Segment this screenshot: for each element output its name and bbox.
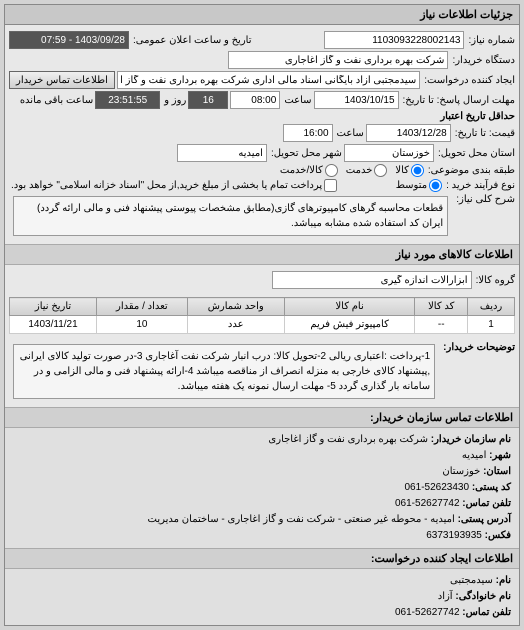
deadline-time-input[interactable]: [230, 91, 280, 109]
th-date: تاریخ نیاز: [10, 298, 97, 316]
remain-label: ساعت باقی مانده: [18, 95, 93, 106]
postal-label: کد پستی:: [472, 482, 511, 493]
detail-panel: جزئیات اطلاعات نیاز شماره نیاز: تاریخ و …: [4, 4, 520, 626]
need-type-label: نوع فرآیند خرید :: [444, 180, 515, 191]
address-val: امیدیه - محوطه غیر صنعتی - شرکت نفت و گا…: [148, 514, 455, 525]
state-val: خوزستان: [442, 466, 480, 477]
urgency-opt1: کالا: [395, 165, 409, 176]
lname-val: آزاد: [438, 591, 453, 602]
delivery-city-label: شهر محل تحویل:: [269, 148, 342, 159]
group-label: گروه کالا:: [474, 275, 515, 286]
urgency-opt3: کالا/خدمت: [280, 165, 323, 176]
remain-days-label: روز و: [162, 95, 186, 106]
fax-label: فکس:: [485, 530, 511, 541]
deadline-date-input[interactable]: [314, 91, 399, 109]
phone-label: تلفن تماس:: [462, 498, 511, 509]
price-time-input[interactable]: [283, 124, 333, 142]
td-row: 1: [468, 316, 515, 334]
desc-box: قطعات محاسبه گرهای کامپیوترهای گازی(مطاب…: [13, 196, 448, 236]
buyer-notes-box: 1-پرداخت :اعتباری ریالی 2-تحویل کالا: در…: [13, 344, 435, 399]
goods-table: ردیف کد کالا نام کالا واحد شمارش تعداد /…: [9, 297, 515, 334]
urgency-label: طبقه بندی موضوعی:: [426, 165, 515, 176]
public-date-input[interactable]: [9, 31, 129, 49]
th-unit: واحد شمارش: [187, 298, 284, 316]
state-label: استان:: [483, 466, 511, 477]
org-name-label: نام سازمان خریدار:: [431, 434, 511, 445]
price-date-input[interactable]: [366, 124, 451, 142]
goods-section-title: اطلاعات کالاهای مورد نیاز: [5, 244, 519, 265]
req-no-label: شماره نیاز:: [466, 35, 515, 46]
requester-label: ایجاد کننده درخواست:: [422, 75, 515, 86]
td-qty: 10: [97, 316, 188, 334]
requester-input[interactable]: [117, 71, 420, 89]
buyer-contact-button[interactable]: اطلاعات تماس خریدار: [9, 71, 115, 89]
buyer-notes-label: توضیحات خریدار:: [441, 342, 515, 353]
fax-val: 6373193935: [426, 530, 482, 541]
need-type-opt: متوسط: [396, 180, 427, 191]
urgency-radios: کالا خدمت کالا/خدمت: [280, 164, 424, 177]
creator-block: نام: سیدمجتبی نام خانوادگی: آزاد تلفن تم…: [5, 569, 519, 625]
req-no-input[interactable]: [324, 31, 464, 49]
table-row[interactable]: 1 -- کامپیوتر فیش فریم عدد 10 1403/11/21: [10, 316, 515, 334]
pay-note: پرداخت تمام یا بخشی از مبلغ خرید,از محل …: [9, 180, 322, 191]
urgency-radio-goods[interactable]: [411, 164, 424, 177]
cphone-label: تلفن تماس:: [462, 607, 511, 618]
city-label: شهر:: [489, 450, 511, 461]
group-input[interactable]: [272, 271, 472, 289]
form-area: شماره نیاز: تاریخ و ساعت اعلان عمومی: دس…: [5, 25, 519, 244]
delivery-state-input[interactable]: [344, 144, 434, 162]
remain-time: [95, 91, 160, 109]
credit-header: حداقل تاریخ اعتبار: [438, 111, 515, 122]
urgency-opt2: خدمت: [346, 165, 373, 176]
public-date-label: تاریخ و ساعت اعلان عمومی:: [131, 35, 252, 46]
need-type-radio[interactable]: [429, 179, 442, 192]
buyer-label: دستگاه خریدار:: [450, 55, 515, 66]
fname-label: نام:: [496, 575, 511, 586]
postal-val: 52623430-061: [405, 482, 470, 493]
delivery-state-label: استان محل تحویل:: [436, 148, 515, 159]
remain-days: [188, 91, 228, 109]
deadline-label: مهلت ارسال پاسخ: تا تاریخ:: [401, 95, 515, 106]
creator-section-title: اطلاعات ایجاد کننده درخواست:: [5, 548, 519, 569]
contact-block: نام سازمان خریدار: شرکت بهره برداری نفت …: [5, 428, 519, 548]
th-code: کد کالا: [415, 298, 468, 316]
address-label: آدرس پستی:: [458, 514, 511, 525]
th-row: ردیف: [468, 298, 515, 316]
buyer-input[interactable]: [228, 51, 448, 69]
td-date: 1403/11/21: [10, 316, 97, 334]
urgency-radio-both[interactable]: [325, 164, 338, 177]
urgency-radio-service[interactable]: [374, 164, 387, 177]
city-val: امیدیه: [462, 450, 487, 461]
price-time-label: ساعت: [335, 128, 364, 139]
td-unit: عدد: [187, 316, 284, 334]
delivery-city-input[interactable]: [177, 144, 267, 162]
contact-section-title: اطلاعات تماس سازمان خریدار:: [5, 407, 519, 428]
deadline-time-label: ساعت: [282, 95, 311, 106]
org-name: شرکت بهره برداری نفت و گاز اغاجاری: [268, 434, 428, 445]
fname-val: سیدمجتبی: [450, 575, 493, 586]
cphone-val: 52627742-061: [395, 607, 460, 618]
price-until-label: قیمت: تا تاریخ:: [453, 128, 515, 139]
pay-checkbox[interactable]: [324, 179, 337, 192]
lname-label: نام خانوادگی:: [455, 591, 511, 602]
th-name: نام کالا: [284, 298, 415, 316]
panel-title: جزئیات اطلاعات نیاز: [5, 5, 519, 25]
phone-val: 52627742-061: [395, 498, 460, 509]
th-qty: تعداد / مقدار: [97, 298, 188, 316]
desc-label: شرح کلی نیاز:: [454, 194, 515, 205]
td-name: کامپیوتر فیش فریم: [284, 316, 415, 334]
td-code: --: [415, 316, 468, 334]
